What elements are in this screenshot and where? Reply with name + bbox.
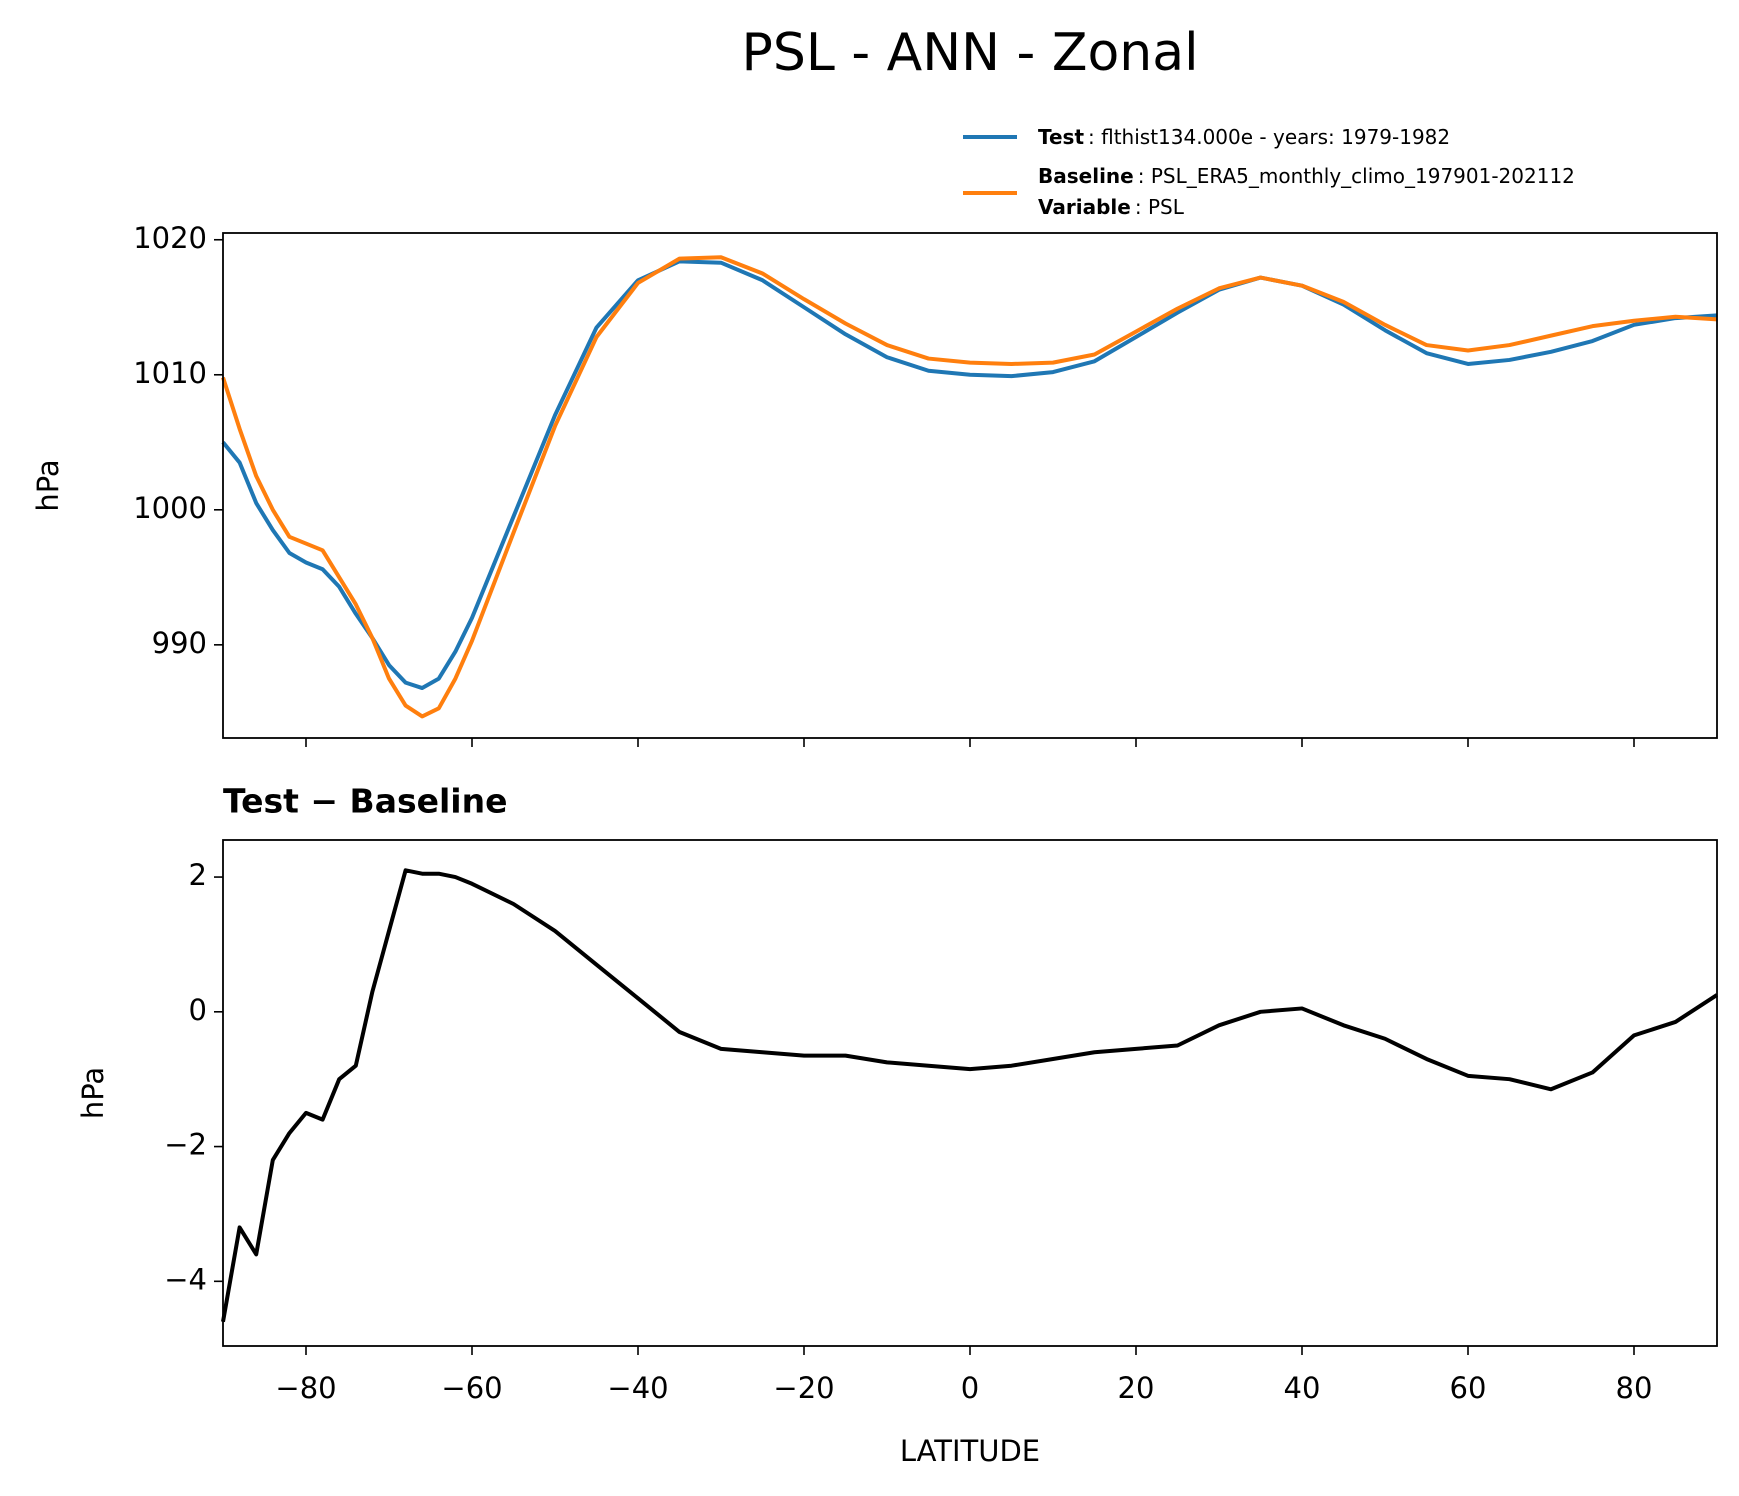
y-axis-label: hPa xyxy=(76,1067,110,1119)
y-tick-label: 2 xyxy=(189,858,207,892)
plot-frame xyxy=(222,839,1718,1347)
data-line xyxy=(221,259,1718,691)
legend-entry: Baseline: PSL_ERA5_monthly_climo_197901-… xyxy=(1038,164,1575,188)
legend-text: : PSL xyxy=(1135,195,1185,219)
y-tick-label: 1000 xyxy=(133,491,207,525)
data-line xyxy=(221,255,1718,719)
x-tick-label: −40 xyxy=(607,1371,668,1405)
panel-title: Test − Baseline xyxy=(223,782,508,821)
x-tick-label: 20 xyxy=(1118,1371,1155,1405)
y-tick-label: 1020 xyxy=(133,221,207,255)
data-line xyxy=(221,868,1719,1323)
figure-title: PSL - ANN - Zonal xyxy=(741,23,1198,83)
legend-text: : PSL_ERA5_monthly_climo_197901-202112 xyxy=(1138,164,1575,188)
legend-entry: Test: flthist134.000e - years: 1979-1982 xyxy=(1038,125,1450,149)
legend-name: Variable xyxy=(1038,195,1131,219)
legend-name: Baseline xyxy=(1038,164,1134,188)
legend-entry: Variable: PSL xyxy=(1038,195,1185,219)
x-tick-label: 60 xyxy=(1450,1371,1487,1405)
y-tick-label: −2 xyxy=(164,1128,207,1162)
x-tick-label: 40 xyxy=(1284,1371,1321,1405)
legend-text: : flthist134.000e - years: 1979-1982 xyxy=(1088,125,1450,149)
y-axis-label: hPa xyxy=(31,459,65,511)
x-tick-label: −60 xyxy=(441,1371,502,1405)
x-tick-label: 0 xyxy=(961,1371,979,1405)
y-tick-label: 990 xyxy=(152,626,207,660)
legend: Test: flthist134.000e - years: 1979-1982… xyxy=(963,125,1575,219)
x-tick-label: 80 xyxy=(1616,1371,1653,1405)
x-tick-label: −80 xyxy=(275,1371,336,1405)
x-axis-label: LATITUDE xyxy=(900,1434,1040,1468)
x-tick-label: −20 xyxy=(773,1371,834,1405)
y-tick-label: −4 xyxy=(164,1262,207,1296)
y-tick-label: 0 xyxy=(189,993,207,1027)
y-tick-label: 1010 xyxy=(133,356,207,390)
legend-name: Test xyxy=(1038,125,1084,149)
